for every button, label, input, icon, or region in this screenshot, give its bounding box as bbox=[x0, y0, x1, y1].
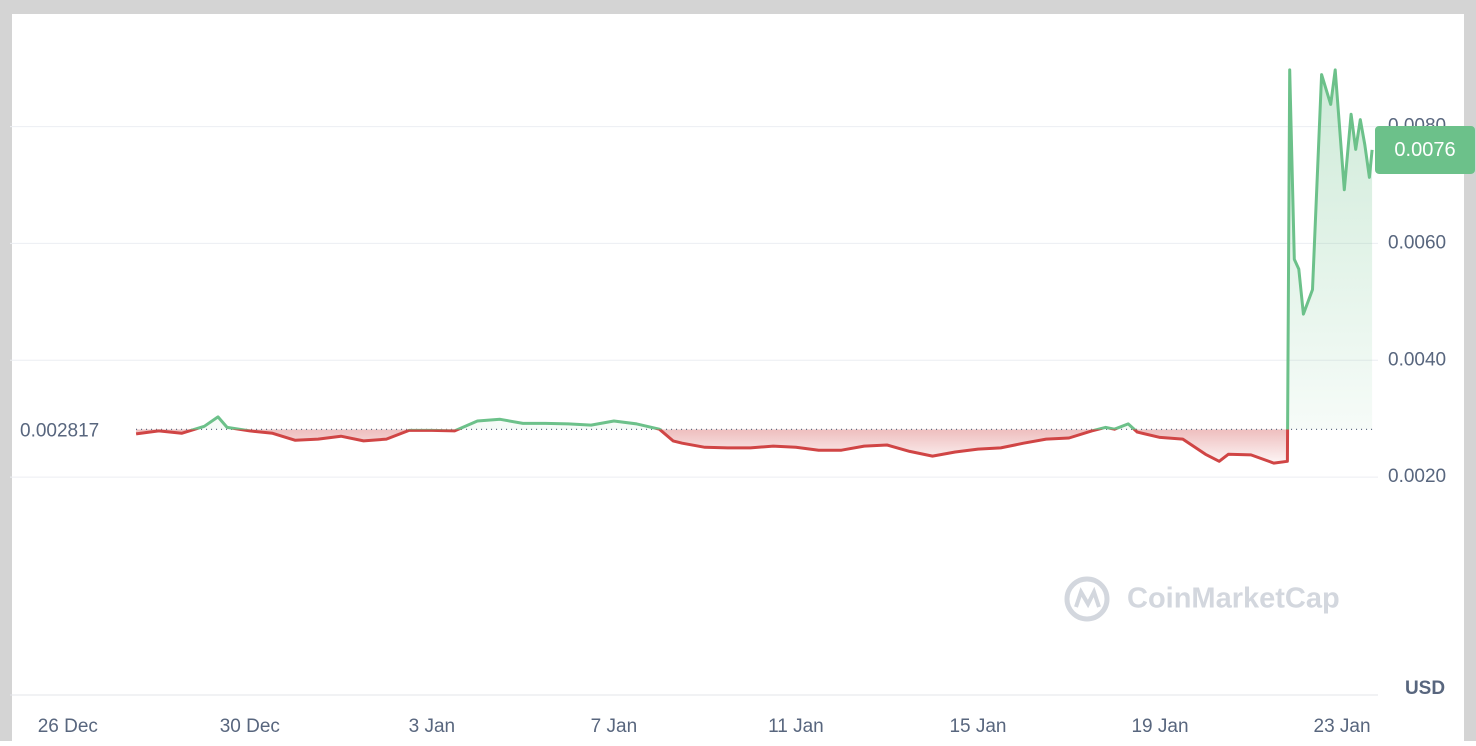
current-price-label: 0.0076 bbox=[1394, 139, 1455, 161]
watermark: CoinMarketCap bbox=[1064, 576, 1340, 622]
x-tick-label: 19 Jan bbox=[1131, 716, 1188, 737]
y-tick-label: 0.0020 bbox=[1388, 466, 1446, 487]
x-tick-label: 3 Jan bbox=[409, 716, 455, 737]
baseline-label-bg bbox=[12, 415, 124, 444]
x-tick-label: 30 Dec bbox=[220, 716, 280, 737]
price-line bbox=[135, 68, 1374, 465]
x-tick-label: 11 Jan bbox=[768, 716, 824, 737]
y-unit: USD bbox=[1405, 678, 1445, 699]
watermark-logo bbox=[1064, 576, 1110, 622]
watermark-text: CoinMarketCap bbox=[1127, 583, 1340, 615]
x-tick-label: 15 Jan bbox=[949, 716, 1006, 737]
y-tick-label: 0.0060 bbox=[1388, 232, 1446, 253]
x-tick-label: 23 Jan bbox=[1314, 716, 1371, 737]
baseline-label: 0.002817 bbox=[20, 420, 99, 441]
panel bbox=[12, 14, 1464, 741]
x-tick-label: 26 Dec bbox=[38, 716, 98, 737]
current-price-badge bbox=[1375, 125, 1475, 174]
watermark-logo-mark bbox=[1074, 586, 1101, 609]
y-tick-label: 0.0040 bbox=[1388, 349, 1446, 370]
x-tick-label: 7 Jan bbox=[591, 716, 637, 737]
